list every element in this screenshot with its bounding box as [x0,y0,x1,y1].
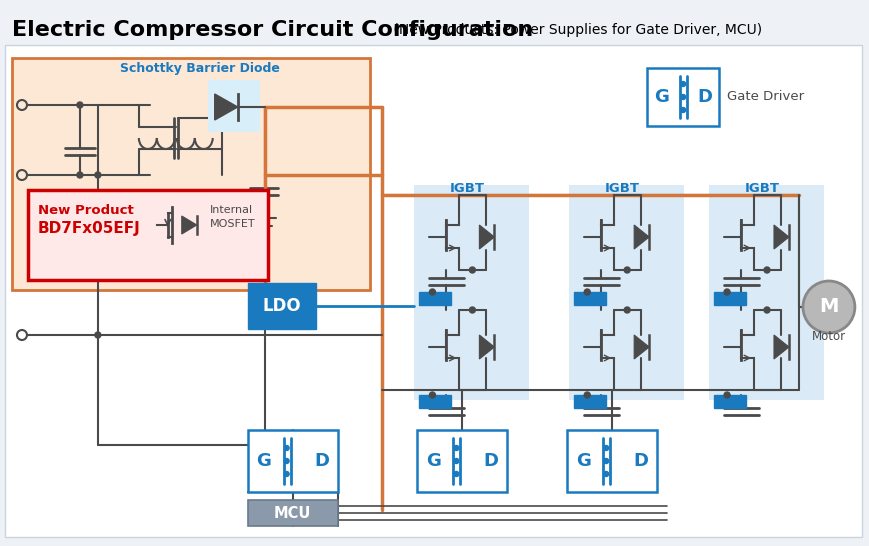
Circle shape [284,446,289,450]
Circle shape [429,289,435,295]
Circle shape [802,281,854,333]
Bar [12,58,369,290]
Circle shape [584,289,589,295]
Circle shape [680,81,685,86]
Circle shape [284,459,289,464]
Text: D: D [483,452,498,470]
Circle shape [469,307,474,313]
Circle shape [454,459,458,464]
Text: Gate Driver: Gate Driver [726,91,803,104]
Polygon shape [182,216,196,234]
Polygon shape [634,335,648,359]
Polygon shape [634,225,648,249]
Bar [414,185,528,400]
Bar [28,190,268,280]
Text: MCU: MCU [274,506,311,520]
Text: Electric Compressor Circuit Configuration: Electric Compressor Circuit Configuratio… [12,20,533,40]
Bar [248,430,337,492]
Text: IGBT: IGBT [449,182,484,195]
Text: D: D [697,88,712,106]
Polygon shape [215,94,237,120]
Circle shape [469,267,474,273]
Text: (New Products: Power Supplies for Gate Driver, MCU): (New Products: Power Supplies for Gate D… [389,23,762,37]
Circle shape [95,172,101,178]
Text: Motor: Motor [811,330,845,343]
Circle shape [284,472,289,477]
Circle shape [723,392,729,398]
Circle shape [454,446,458,450]
Bar [248,500,337,526]
Text: New Product: New Product [38,204,134,217]
Text: BD7Fx05EFJ: BD7Fx05EFJ [38,221,141,235]
Circle shape [429,392,435,398]
Text: IGBT: IGBT [744,182,779,195]
Text: D: D [633,452,648,470]
Circle shape [603,472,608,477]
Circle shape [723,289,729,295]
Bar [567,430,656,492]
Bar [419,395,451,408]
Circle shape [76,172,83,178]
Circle shape [763,267,769,273]
Bar [574,395,606,408]
Text: Internal: Internal [209,205,253,215]
Text: IGBT: IGBT [604,182,639,195]
Polygon shape [479,225,494,249]
Bar [419,292,451,305]
Bar [248,283,315,329]
Bar [574,292,606,305]
Bar [713,395,746,408]
Circle shape [680,108,685,112]
Circle shape [623,267,629,273]
Text: G: G [653,88,667,106]
Text: D: D [314,452,328,470]
Text: G: G [575,452,590,470]
Polygon shape [773,225,788,249]
Circle shape [680,94,685,99]
Circle shape [763,307,769,313]
Text: M: M [819,298,838,317]
Circle shape [584,392,589,398]
Circle shape [603,459,608,464]
Text: MOSFET: MOSFET [209,219,255,229]
Bar [713,292,746,305]
Bar [568,185,683,400]
Text: Schottky Barrier Diode: Schottky Barrier Diode [120,62,279,75]
Bar [208,80,259,132]
Circle shape [603,446,608,450]
Circle shape [623,307,629,313]
Polygon shape [479,335,494,359]
Bar [417,430,507,492]
Circle shape [76,102,83,108]
Text: LDO: LDO [262,297,301,315]
Circle shape [454,472,458,477]
Text: G: G [426,452,441,470]
Bar [647,68,719,126]
Text: G: G [256,452,271,470]
Bar [708,185,823,400]
Circle shape [95,332,101,338]
Polygon shape [773,335,788,359]
